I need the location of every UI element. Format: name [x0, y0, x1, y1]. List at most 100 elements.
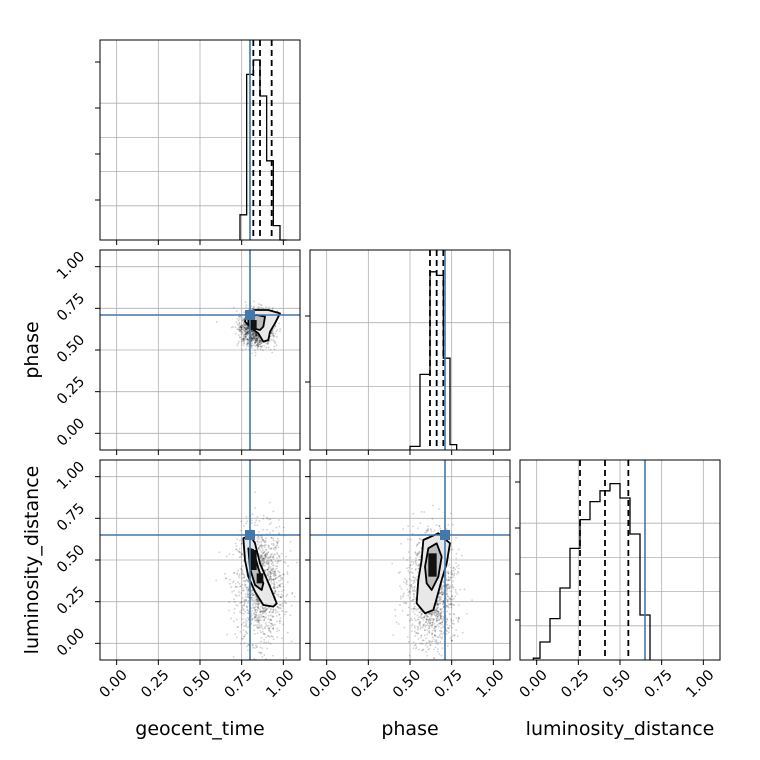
sample-point [241, 570, 244, 573]
sample-point [436, 616, 439, 619]
sample-point [440, 654, 443, 657]
sample-point [273, 587, 276, 590]
sample-point [228, 609, 231, 612]
sample-point [274, 570, 276, 573]
sample-point [410, 560, 413, 563]
sample-point [449, 598, 452, 601]
sample-point [269, 573, 272, 576]
sample-point [281, 577, 283, 579]
sample-point [260, 544, 262, 547]
sample-point [255, 338, 257, 341]
sample-point [263, 558, 266, 561]
sample-point [439, 632, 442, 635]
sample-point [278, 559, 280, 562]
sample-point [253, 336, 256, 339]
sample-point [461, 554, 463, 557]
sample-point [411, 619, 414, 621]
sample-point [285, 555, 287, 558]
sample-point [424, 532, 427, 534]
sample-point [247, 329, 250, 332]
sample-point [403, 626, 406, 629]
sample-point [241, 606, 244, 609]
sample-point [276, 630, 278, 633]
sample-point [268, 557, 271, 560]
sample-point [412, 592, 415, 595]
sample-point [241, 589, 244, 592]
sample-point [417, 571, 419, 573]
sample-point [282, 589, 285, 592]
sample-point [441, 593, 443, 596]
sample-point [263, 544, 266, 546]
sample-point [252, 333, 255, 336]
sample-point [399, 585, 401, 588]
sample-point [445, 583, 448, 586]
sample-point [261, 345, 264, 347]
sample-point [246, 331, 249, 333]
sample-point [449, 603, 451, 606]
sample-point [251, 341, 253, 343]
sample-point [439, 612, 442, 614]
sample-point [431, 633, 434, 636]
sample-point [440, 621, 443, 624]
sample-point [274, 574, 277, 577]
sample-point [261, 610, 264, 613]
sample-point [416, 554, 419, 557]
sample-point [429, 617, 432, 619]
sample-point [269, 335, 272, 338]
sample-point [264, 554, 267, 557]
sample-point [413, 593, 416, 596]
sample-point [243, 575, 246, 578]
sample-point [232, 553, 235, 556]
sample-point [242, 587, 245, 590]
sample-point [259, 613, 262, 616]
sample-point [418, 624, 421, 627]
sample-point [235, 618, 238, 621]
sample-point [449, 576, 452, 579]
sample-point [441, 626, 444, 629]
sample-point [243, 576, 246, 579]
sample-point [240, 330, 243, 333]
sample-point [450, 618, 452, 621]
sample-point [445, 584, 448, 587]
sample-point [416, 632, 419, 635]
sample-point [435, 639, 438, 642]
sample-point [236, 573, 239, 576]
sample-point [413, 607, 416, 610]
sample-point [275, 581, 278, 584]
sample-point [272, 627, 275, 630]
sample-point [260, 640, 262, 643]
sample-point [272, 615, 275, 618]
sample-point [245, 337, 248, 340]
sample-point [238, 322, 241, 324]
sample-point [276, 605, 279, 608]
sample-point [435, 613, 438, 616]
sample-point [412, 587, 414, 589]
sample-point [247, 587, 250, 590]
sample-point [256, 537, 259, 539]
sample-point [244, 610, 247, 613]
sample-point [434, 625, 436, 628]
sample-point [269, 501, 271, 504]
sample-point [437, 614, 440, 617]
sample-point [438, 619, 441, 621]
sample-point [261, 612, 264, 615]
sample-point [280, 577, 282, 579]
sample-point [442, 619, 445, 621]
sample-point [436, 614, 438, 617]
sample-point [260, 536, 263, 539]
sample-point [259, 652, 262, 655]
sample-point [253, 336, 256, 339]
sample-point [269, 566, 272, 569]
sample-point [257, 616, 260, 619]
sample-point [440, 591, 443, 593]
sample-point [254, 335, 256, 338]
sample-point [406, 558, 408, 561]
sample-point [278, 603, 281, 606]
sample-point [417, 627, 419, 629]
sample-point [413, 602, 416, 605]
sample-point [273, 592, 276, 595]
sample-point [432, 612, 435, 614]
sample-point [416, 543, 419, 546]
sample-point [256, 344, 259, 347]
sample-point [408, 590, 411, 592]
